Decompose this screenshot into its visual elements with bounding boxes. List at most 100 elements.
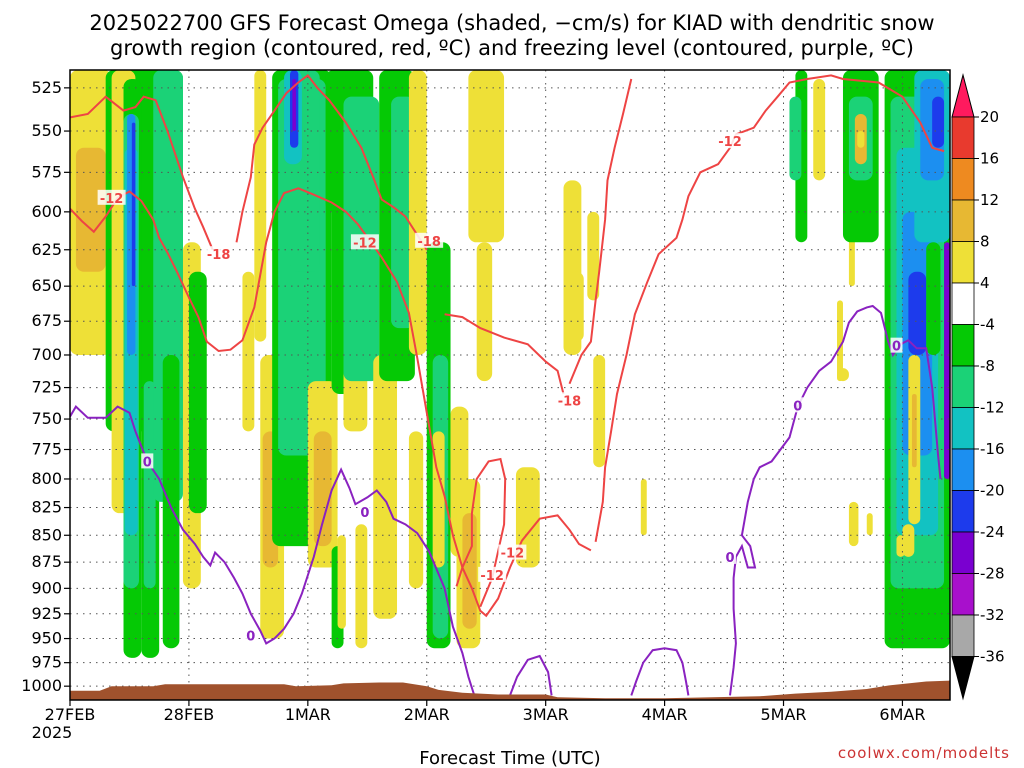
y-tick-label: 750 — [31, 409, 62, 428]
colorbar-label: 4 — [980, 274, 990, 292]
omega-cell — [75, 147, 106, 272]
dgz-contour-label-bg — [555, 392, 584, 408]
colorbar-label: -20 — [980, 482, 1005, 500]
colorbar-label: -16 — [980, 440, 1005, 458]
y-tick-label: 1000 — [21, 676, 62, 695]
omega-cell — [908, 271, 927, 355]
freezing-contour-label: 0 — [246, 630, 255, 645]
colorbar-swatch — [951, 407, 975, 450]
chart-title-line2: growth region (contoured, red, ºC) and f… — [110, 36, 914, 60]
y-tick-label: 675 — [31, 311, 62, 330]
colorbar-swatch — [951, 241, 975, 284]
y-tick-label: 925 — [31, 604, 62, 623]
omega-cell — [813, 78, 826, 181]
credit-text: coolwx.com/modelts — [838, 744, 1010, 762]
y-tick-label: 775 — [31, 439, 62, 458]
omega-cell — [944, 242, 950, 479]
dgz-contour-line — [594, 74, 945, 542]
colorbar-swatch — [951, 448, 975, 491]
x-tick-label: 1MAR — [285, 705, 331, 724]
freezing-contour-label: 0 — [793, 399, 802, 414]
colorbar-label: -28 — [980, 565, 1005, 583]
omega-cell — [640, 478, 647, 536]
colorbar-top-arrow — [951, 73, 975, 118]
freezing-contour-label: 0 — [143, 455, 152, 470]
omega-cell — [902, 524, 915, 557]
x-axis: 27FEB 28FEB 1MAR 2MAR 3MAR 4MAR 5MAR 6MAR — [45, 700, 925, 724]
y-tick-label: 700 — [31, 345, 62, 364]
omega-cell — [313, 431, 332, 547]
dgz-contour-label-bg — [97, 189, 126, 205]
colorbar-swatch — [951, 573, 975, 616]
dgz-contour-label: -12 — [100, 192, 124, 207]
omega-cell — [837, 368, 849, 382]
x-tick-label: 5MAR — [760, 705, 806, 724]
y-tick-label: 550 — [31, 121, 62, 140]
dgz-contour-label: -18 — [558, 394, 582, 409]
colorbar-label: -8 — [980, 357, 995, 375]
freezing-contour-label-bg — [724, 548, 736, 564]
chart-title-line1: 2025022700 GFS Forecast Omega (shaded, −… — [89, 11, 934, 35]
omega-cell — [587, 211, 600, 301]
omega-cell — [468, 70, 505, 243]
colorbar-label: 16 — [980, 150, 999, 168]
freezing-contour-label: 0 — [360, 506, 369, 521]
dgz-contour-label-bg — [350, 234, 379, 250]
colorbar-swatch — [951, 282, 975, 325]
x-tick-label: 6MAR — [879, 705, 925, 724]
y-tick-label: 825 — [31, 498, 62, 517]
omega-cell — [911, 393, 917, 468]
freezing-contour-label-bg — [358, 504, 371, 520]
colorbar-swatch — [951, 531, 975, 574]
freezing-contour-line — [630, 647, 690, 696]
omega-cell — [569, 271, 584, 342]
omega-cell — [355, 524, 368, 649]
x-tick-label: 2MAR — [404, 705, 450, 724]
colorbar-swatch — [951, 116, 975, 159]
plot-frame — [69, 69, 951, 701]
omega-cell — [462, 513, 477, 629]
dgz-contour-label-bg — [415, 232, 444, 248]
freezing-contour-label-bg — [890, 337, 903, 353]
x-axis-label: Forecast Time (UTC) — [419, 748, 600, 768]
freezing-contour-label-bg — [244, 627, 257, 643]
omega-cell — [143, 381, 156, 589]
colorbar-label: 12 — [980, 191, 999, 209]
omega-shading-layer — [70, 70, 950, 658]
colorbar: 20 16 12 8 4 -4 -8 -12 -16 -20 -24 -28 -32 -36 — [951, 73, 1005, 701]
omega-cell — [476, 242, 493, 382]
omega-cell — [837, 300, 843, 382]
dgz-contour-label-bg — [478, 566, 507, 582]
omega-cell — [188, 271, 207, 514]
dgz-contour-label: -12 — [501, 547, 525, 562]
x-axis-year-label: 2025 — [32, 723, 73, 742]
terrain-layer — [70, 680, 950, 700]
y-tick-label: 900 — [31, 578, 62, 597]
omega-cell — [896, 535, 905, 557]
x-tick-label: 3MAR — [523, 705, 569, 724]
omega-cell — [242, 271, 255, 432]
dgz-contour-label: -12 — [718, 135, 742, 150]
colorbar-label: -32 — [980, 606, 1005, 624]
omega-cell — [373, 354, 398, 619]
dgz-contour-label: -18 — [207, 248, 231, 263]
freezing-contour-label: 0 — [892, 340, 901, 355]
omega-cell — [337, 535, 346, 629]
omega-cell — [866, 513, 873, 536]
y-tick-label: 600 — [31, 202, 62, 221]
y-tick-label: 950 — [31, 629, 62, 648]
dgz-contour-line — [444, 313, 565, 395]
dgz-contour-line — [70, 95, 214, 251]
y-tick-label: 800 — [31, 469, 62, 488]
colorbar-label: 8 — [980, 233, 990, 251]
y-tick-label: 875 — [31, 552, 62, 571]
colorbar-label: -36 — [980, 648, 1005, 666]
omega-cell — [848, 501, 859, 547]
freezing-contour-label: 0 — [725, 551, 734, 566]
dgz-contour-label-bg — [498, 544, 527, 560]
colorbar-label: -4 — [980, 316, 995, 334]
freezing-contour-line — [509, 654, 553, 696]
y-tick-label: 525 — [31, 78, 62, 97]
dgz-contour-label: -18 — [417, 235, 441, 250]
